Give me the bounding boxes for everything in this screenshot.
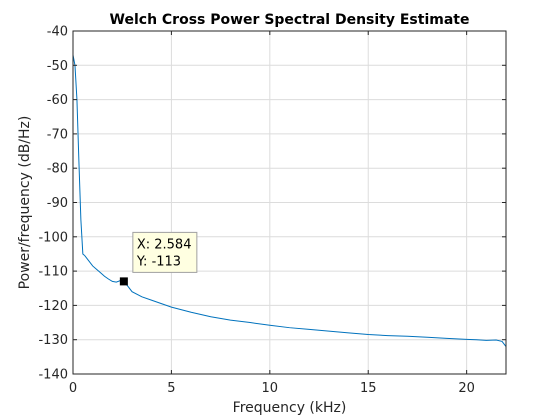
datatip-y-text: Y: -113 <box>136 254 181 269</box>
x-tick-label: 5 <box>167 381 175 396</box>
datatip-x-text: X: 2.584 <box>137 237 192 252</box>
y-tick-label: -110 <box>38 265 68 280</box>
y-tick-label: -80 <box>47 162 68 177</box>
y-tick-label: -140 <box>38 368 68 383</box>
chart-title: Welch Cross Power Spectral Density Estim… <box>110 12 470 28</box>
series-layer <box>72 54 507 347</box>
datatip[interactable]: X: 2.584 Y: -113 <box>119 231 198 286</box>
y-tick-label: -60 <box>47 93 68 108</box>
ticks-layer: 0 5 10 15 20 -40 -50 -60 -70 -80 -90 -100 -110 -120 -1… <box>38 25 506 396</box>
y-tick-label: -70 <box>47 127 68 142</box>
datatip-box <box>132 231 198 273</box>
y-tick-label: -130 <box>38 333 68 348</box>
y-tick-label: -90 <box>47 196 68 211</box>
x-tick-label: 10 <box>262 381 279 396</box>
y-tick-label: -120 <box>38 299 68 314</box>
y-tick-label: -40 <box>47 25 68 40</box>
grid <box>73 31 506 374</box>
datatip-marker[interactable] <box>119 277 128 286</box>
series-line <box>72 54 507 347</box>
y-axis-label: Power/frequency (dB/Hz) <box>17 116 33 290</box>
x-tick-label: 20 <box>458 381 475 396</box>
y-tick-label: -50 <box>47 59 68 74</box>
x-tick-label: 15 <box>360 381 377 396</box>
y-tick-label: -100 <box>38 230 68 245</box>
x-tick-label: 0 <box>69 381 77 396</box>
x-axis-label: Frequency (kHz) <box>233 400 347 416</box>
